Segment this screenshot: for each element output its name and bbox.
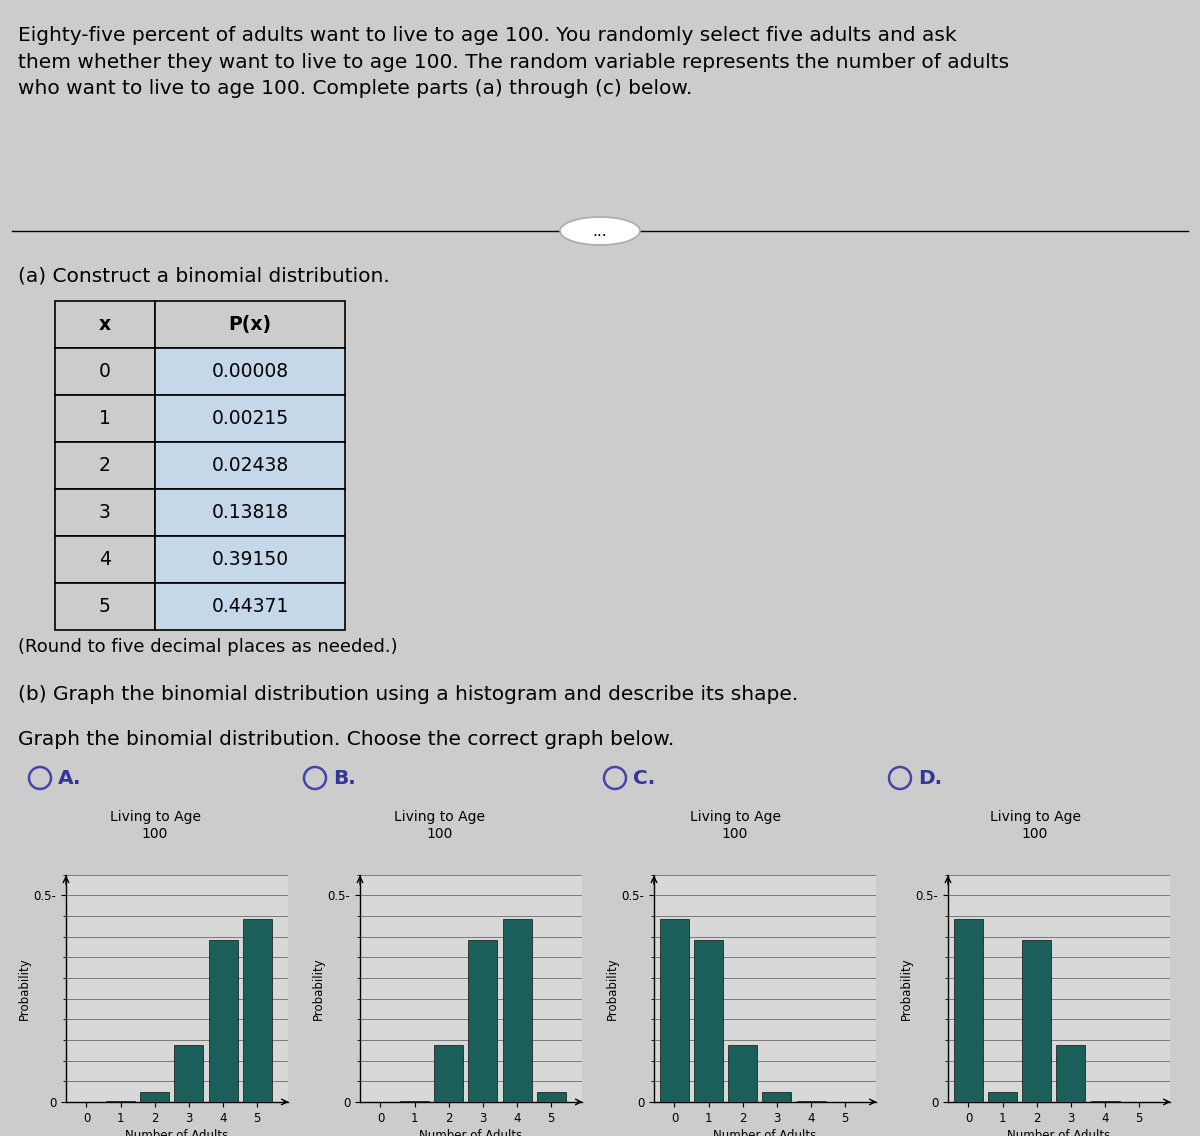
Text: Living to Age
100: Living to Age 100: [395, 810, 486, 842]
Y-axis label: Probability: Probability: [312, 957, 325, 1020]
Text: ...: ...: [593, 224, 607, 239]
Text: x: x: [98, 315, 112, 334]
Text: 2: 2: [100, 456, 110, 475]
X-axis label: Number of Adults: Number of Adults: [125, 1129, 229, 1136]
Text: 0.00215: 0.00215: [211, 409, 288, 428]
FancyBboxPatch shape: [155, 395, 346, 442]
FancyBboxPatch shape: [155, 442, 346, 488]
X-axis label: Number of Adults: Number of Adults: [713, 1129, 817, 1136]
Bar: [694, 941, 724, 1102]
Y-axis label: Probability: Probability: [900, 957, 913, 1020]
Bar: [954, 919, 983, 1102]
FancyBboxPatch shape: [155, 488, 346, 536]
FancyBboxPatch shape: [155, 583, 346, 630]
FancyBboxPatch shape: [55, 442, 155, 488]
FancyBboxPatch shape: [155, 348, 346, 395]
Bar: [174, 1045, 204, 1102]
Text: Living to Age
100: Living to Age 100: [690, 810, 780, 842]
Text: D.: D.: [918, 768, 942, 787]
Bar: [660, 919, 689, 1102]
FancyBboxPatch shape: [55, 488, 155, 536]
Text: 0.39150: 0.39150: [211, 550, 288, 569]
Text: 5: 5: [100, 598, 110, 616]
Text: 1: 1: [100, 409, 110, 428]
FancyBboxPatch shape: [55, 301, 155, 348]
Bar: [140, 1092, 169, 1102]
Ellipse shape: [560, 217, 640, 245]
Text: 4: 4: [98, 550, 112, 569]
Text: 0.44371: 0.44371: [211, 598, 289, 616]
Bar: [242, 919, 271, 1102]
Bar: [728, 1045, 757, 1102]
FancyBboxPatch shape: [155, 301, 346, 348]
Text: B.: B.: [334, 768, 355, 787]
Y-axis label: Probability: Probability: [606, 957, 619, 1020]
X-axis label: Number of Adults: Number of Adults: [1007, 1129, 1111, 1136]
Bar: [209, 941, 238, 1102]
Text: (a) Construct a binomial distribution.: (a) Construct a binomial distribution.: [18, 266, 390, 285]
Text: 0.00008: 0.00008: [211, 362, 288, 381]
FancyBboxPatch shape: [55, 348, 155, 395]
Bar: [536, 1092, 565, 1102]
Text: (b) Graph the binomial distribution using a histogram and describe its shape.: (b) Graph the binomial distribution usin…: [18, 685, 798, 704]
Bar: [503, 919, 532, 1102]
Y-axis label: Probability: Probability: [18, 957, 31, 1020]
Text: 3: 3: [100, 503, 110, 523]
X-axis label: Number of Adults: Number of Adults: [419, 1129, 523, 1136]
FancyBboxPatch shape: [155, 536, 346, 583]
Text: C.: C.: [634, 768, 655, 787]
Text: (Round to five decimal places as needed.): (Round to five decimal places as needed.…: [18, 638, 397, 655]
Text: 0.02438: 0.02438: [211, 456, 289, 475]
FancyBboxPatch shape: [55, 583, 155, 630]
Bar: [1022, 941, 1051, 1102]
Bar: [434, 1045, 463, 1102]
Text: A.: A.: [58, 768, 82, 787]
FancyBboxPatch shape: [55, 395, 155, 442]
Text: Living to Age
100: Living to Age 100: [990, 810, 1080, 842]
Text: 0: 0: [100, 362, 110, 381]
Text: 0.13818: 0.13818: [211, 503, 288, 523]
Text: P(x): P(x): [228, 315, 271, 334]
Bar: [1056, 1045, 1086, 1102]
Text: Eighty-five percent of adults want to live to age 100. You randomly select five : Eighty-five percent of adults want to li…: [18, 26, 1009, 98]
Text: Living to Age
100: Living to Age 100: [109, 810, 200, 842]
Bar: [468, 941, 498, 1102]
FancyBboxPatch shape: [55, 536, 155, 583]
Bar: [988, 1092, 1018, 1102]
Text: Graph the binomial distribution. Choose the correct graph below.: Graph the binomial distribution. Choose …: [18, 730, 674, 749]
Bar: [762, 1092, 792, 1102]
